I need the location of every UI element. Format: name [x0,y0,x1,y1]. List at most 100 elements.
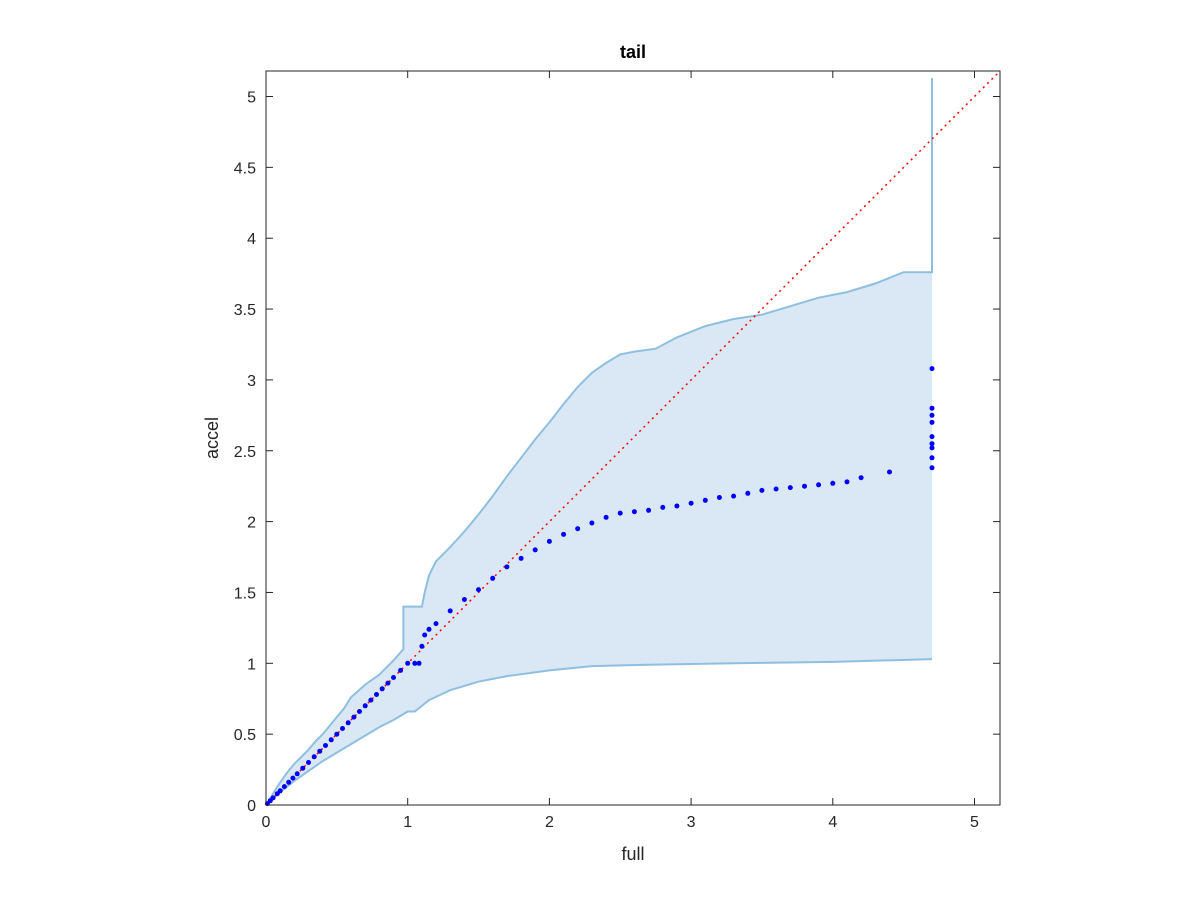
confidence-band [265,78,933,806]
data-point [391,675,396,680]
data-point [323,743,328,748]
data-point [589,520,595,526]
data-point [617,510,623,516]
y-tick-label: 1 [247,656,256,673]
data-point [328,737,334,743]
y-axis-label: accel [202,417,222,459]
data-point [311,754,317,760]
data-point [745,490,751,496]
y-tick-label: 2.5 [234,444,256,461]
data-point [546,538,552,544]
data-point [575,526,581,532]
data-point [716,495,722,500]
reference-line-path [265,70,1001,806]
data-point [731,493,737,499]
band-lower-edge [265,658,933,806]
data-point [281,784,287,790]
y-tick-label: 3.5 [234,302,256,319]
data-point [887,469,892,475]
data-point [490,575,496,581]
data-point [476,587,481,593]
data-point [277,788,283,794]
data-point [660,504,666,510]
data-point [518,555,524,561]
data-point [929,419,935,425]
data-point [351,714,357,720]
data-point [334,731,340,737]
data-point [385,680,391,686]
data-point [419,643,425,649]
y-tick-label: 0.5 [234,727,256,744]
data-point [340,726,345,731]
data-point [317,748,323,754]
data-point [345,720,351,726]
y-tick-label: 2 [247,515,256,532]
data-point [561,531,567,537]
data-point [447,608,453,614]
data-point [603,514,609,520]
y-tick-label: 5 [247,90,256,107]
data-point [816,482,822,488]
data-point [461,597,467,602]
data-point [357,709,362,714]
x-axis-label: full [621,844,644,864]
data-point [306,760,311,765]
data-point [773,486,779,492]
data-point [702,497,708,503]
data-point [374,692,379,697]
x-tick-label: 3 [687,814,696,831]
data-point [929,405,935,411]
chart-title: tail [620,42,646,62]
data-point [929,434,935,440]
data-point [646,507,652,513]
data-point [929,445,935,451]
data-point [433,621,439,627]
band-upper-edge [265,78,933,806]
x-tick-label: 4 [828,814,837,831]
data-point [379,686,385,692]
data-point [759,487,765,493]
data-point [802,483,807,489]
axes-box [265,70,1001,806]
x-tick-label: 5 [970,814,979,831]
data-point [787,485,793,491]
data-point [532,547,538,553]
y-tick-label: 0 [247,798,256,815]
data-point [368,697,374,703]
data-point [688,500,694,506]
y-tick-label: 4.5 [234,160,256,177]
y-tick-label: 4 [247,231,256,248]
data-point [286,779,292,785]
data-point [674,503,680,509]
data-point [929,412,935,418]
axis-ticks: 0 1 2 3 4 5 0 0.5 1 1.5 2 2.5 3 3.5 4 4.5 5 [234,71,1000,831]
x-tick-label: 1 [403,814,412,831]
data-point [929,441,935,447]
data-point [412,660,418,666]
plot-area: 0 1 2 3 4 5 0 0.5 1 1.5 2 2.5 3 3.5 4 4.5 5 [234,70,1001,831]
data-point [270,795,276,801]
y-tick-label: 1.5 [234,585,256,602]
data-point [858,475,864,481]
data-point [405,660,411,666]
y-tick-label: 3 [247,373,256,390]
data-points [264,366,935,807]
data-point [929,366,935,372]
data-point [631,509,637,515]
x-tick-label: 2 [545,814,554,831]
data-point [504,564,510,570]
data-point [362,703,368,709]
data-point [426,626,432,632]
x-tick-label: 0 [262,814,271,831]
reference-line [265,70,1001,806]
data-point [416,660,422,666]
band-fill [266,78,932,806]
data-point [844,479,850,485]
data-point [929,455,935,461]
data-point [422,632,428,638]
data-point [830,480,836,486]
data-point [398,667,404,673]
data-point [929,465,935,471]
data-point [290,775,296,781]
